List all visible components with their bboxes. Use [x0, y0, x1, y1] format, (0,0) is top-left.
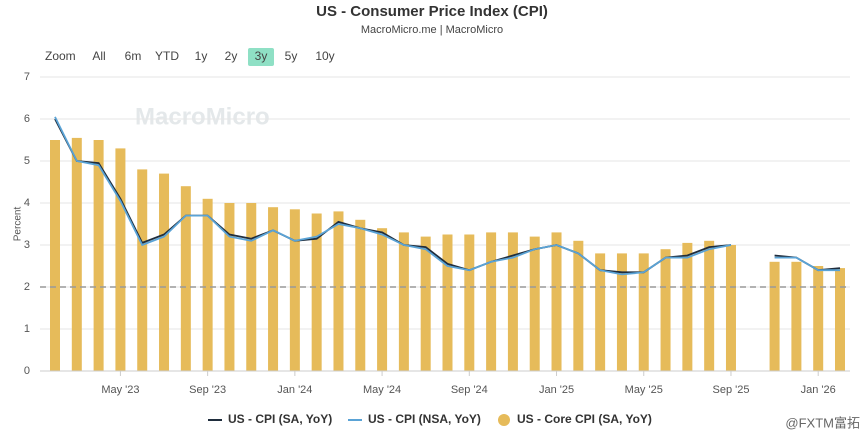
bar [202, 198, 213, 371]
bar [660, 249, 671, 371]
x-tick-label: Sep '24 [451, 384, 488, 396]
bar [137, 169, 148, 371]
x-tick-label: Jan '25 [539, 384, 574, 396]
y-tick-label: 4 [24, 197, 30, 209]
range-button[interactable]: 5y [285, 49, 298, 63]
range-button[interactable]: 1y [195, 49, 208, 63]
chart-title: US - Consumer Price Index (CPI) [316, 3, 548, 20]
y-tick-label: 3 [24, 239, 30, 251]
range-button-label[interactable]: 5y [285, 49, 298, 63]
bar [791, 261, 802, 371]
chart-subtitle: MacroMicro.me | MacroMicro [361, 24, 503, 36]
bar [289, 209, 300, 371]
corner-mark: @FXTM富拓 [785, 415, 860, 430]
range-button-label[interactable]: 6m [125, 49, 142, 63]
bar [769, 261, 780, 371]
bar [355, 219, 366, 371]
x-tick-label: Sep '25 [712, 384, 749, 396]
range-button[interactable]: 6m [125, 49, 142, 63]
bar [464, 234, 475, 371]
legend-item[interactable]: US - CPI (SA, YoY) [208, 412, 332, 426]
watermark: MacroMicro [135, 103, 270, 130]
bar [93, 140, 104, 371]
range-button-label[interactable]: All [92, 49, 105, 63]
x-tick-label: May '24 [363, 384, 401, 396]
range-button[interactable]: 2y [225, 49, 238, 63]
legend-label[interactable]: US - Core CPI (SA, YoY) [517, 412, 652, 426]
y-tick-label: 7 [24, 71, 30, 83]
bar [71, 137, 82, 371]
bar [333, 211, 344, 371]
y-tick-label: 6 [24, 113, 30, 125]
range-button[interactable]: 3y [248, 48, 274, 66]
x-tick-label: Jan '24 [277, 384, 312, 396]
bar [813, 266, 824, 371]
legend-item[interactable]: US - Core CPI (SA, YoY) [498, 412, 652, 426]
y-tick-label: 0 [24, 365, 30, 377]
bar [529, 236, 540, 371]
bar [50, 140, 60, 371]
line [54, 116, 840, 276]
x-tick-label: Sep '23 [189, 384, 226, 396]
bar [377, 228, 388, 371]
x-tick-label: Jan '26 [801, 384, 836, 396]
range-button[interactable]: All [92, 49, 105, 63]
bar [486, 232, 497, 371]
bar [551, 232, 562, 371]
bar [442, 234, 453, 371]
y-tick-label: 1 [24, 323, 30, 335]
x-tick-label: May '23 [101, 384, 139, 396]
bar [507, 232, 518, 371]
zoom-label: Zoom [45, 49, 76, 63]
bar [159, 173, 170, 371]
bar [616, 253, 627, 371]
range-button-label[interactable]: 1y [195, 49, 208, 63]
legend-item[interactable]: US - CPI (NSA, YoY) [348, 412, 481, 426]
bar [835, 268, 845, 371]
bar [682, 242, 693, 371]
legend-swatch[interactable] [498, 414, 510, 426]
range-button[interactable]: YTD [155, 49, 179, 63]
range-button-label[interactable]: 10y [315, 49, 334, 63]
bar [224, 203, 235, 371]
range-button-label[interactable]: YTD [155, 49, 179, 63]
bar [595, 253, 606, 371]
bar [420, 236, 431, 371]
bar [311, 213, 322, 371]
bar [268, 207, 279, 371]
bar [398, 232, 409, 371]
bar [573, 240, 584, 371]
x-tick-label: May '25 [625, 384, 663, 396]
range-button-label[interactable]: 3y [255, 49, 268, 63]
range-button-bg[interactable] [248, 48, 274, 66]
y-tick-label: 5 [24, 155, 30, 167]
y-axis-label: Percent [13, 207, 24, 242]
bar [725, 245, 736, 371]
bar [638, 253, 649, 371]
legend-label[interactable]: US - CPI (NSA, YoY) [368, 412, 481, 426]
bar [180, 186, 191, 371]
range-button[interactable]: 10y [315, 49, 334, 63]
range-button-label[interactable]: 2y [225, 49, 238, 63]
bar [115, 148, 126, 371]
bar [704, 240, 715, 371]
y-tick-label: 2 [24, 281, 30, 293]
legend-label[interactable]: US - CPI (SA, YoY) [228, 412, 332, 426]
